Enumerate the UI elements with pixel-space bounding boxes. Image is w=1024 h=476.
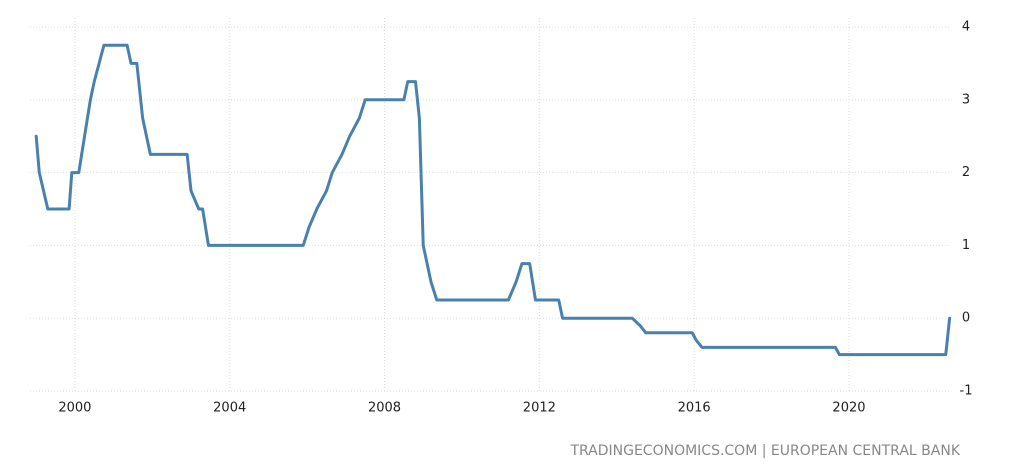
x-tick-label: 2020: [832, 401, 865, 416]
y-tick-label: 3: [962, 92, 970, 107]
line: [34, 43, 952, 357]
x-tick-label: 2000: [58, 401, 91, 416]
y-tick-label: 0: [962, 311, 970, 326]
x-tick-label: 2016: [678, 401, 711, 416]
source: TRADINGECONOMICS.COM | EUROPEAN CENTRAL …: [569, 443, 960, 459]
x-tick-label: 2004: [213, 401, 246, 416]
y-tick-label: -1: [960, 384, 973, 399]
y-tick-label: 4: [962, 20, 970, 35]
y-tick-label: 1: [962, 238, 970, 253]
y-tick-label: 2: [962, 165, 970, 180]
x-tick-label: 2008: [368, 401, 401, 416]
x-tick-label: 2012: [523, 401, 556, 416]
